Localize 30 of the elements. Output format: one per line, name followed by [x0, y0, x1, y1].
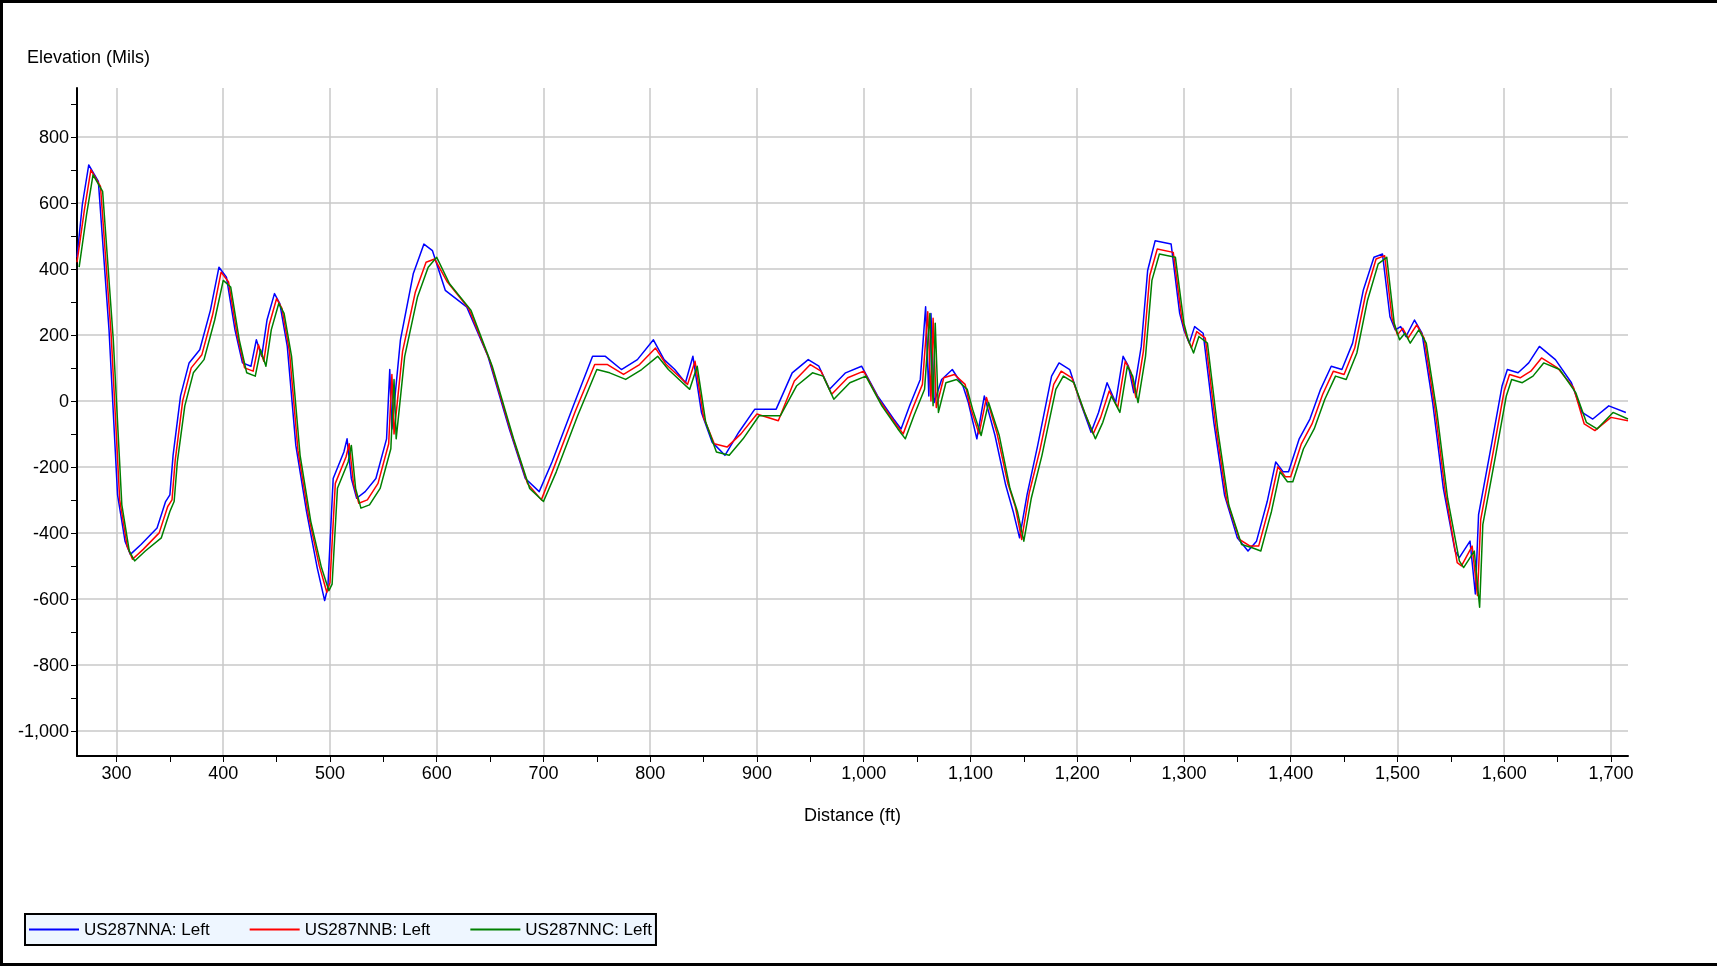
x-tick-label: 700	[528, 763, 559, 783]
y-tick-label: 800	[38, 126, 69, 147]
y-tick-label: 400	[38, 258, 69, 279]
x-tick-label: 1,200	[1054, 763, 1100, 783]
y-tick-label: -200	[32, 456, 69, 477]
legend-label: US287NNB: Left	[304, 920, 431, 939]
y-tick-label: -1,000	[17, 720, 69, 741]
x-tick-label: 900	[741, 763, 772, 783]
y-tick-label: -400	[32, 522, 69, 543]
x-tick-label: 300	[101, 763, 132, 783]
x-tick-label: 500	[314, 763, 346, 783]
x-tick-label: 1,500	[1374, 763, 1420, 783]
x-tick-label: 600	[421, 763, 452, 783]
y-axis-title: Elevation (Mils)	[27, 47, 151, 67]
y-tick-label: 0	[58, 390, 69, 411]
x-tick-label: 1,300	[1161, 763, 1207, 783]
y-tick-label: 200	[38, 324, 69, 345]
legend-label: US287NNC: Left	[525, 920, 653, 939]
x-tick-label: 1,400	[1268, 763, 1314, 783]
x-tick-label: 1,600	[1481, 763, 1527, 783]
x-tick-label: 400	[208, 763, 239, 783]
x-tick-label: 1,000	[841, 763, 887, 783]
y-tick-label: -600	[32, 588, 69, 609]
x-tick-label: 800	[635, 763, 666, 783]
y-tick-label: -800	[32, 654, 69, 675]
legend-label: US287NNA: Left	[84, 920, 210, 939]
x-tick-label: 1,700	[1588, 763, 1634, 783]
x-axis-title: Distance (ft)	[803, 805, 902, 825]
y-tick-label: 600	[38, 192, 69, 213]
x-tick-label: 1,100	[947, 763, 993, 783]
